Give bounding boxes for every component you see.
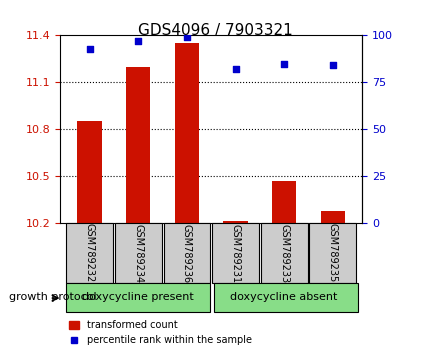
Point [231,66,238,72]
Text: growth protocol: growth protocol [9,292,96,302]
Bar [260,223,307,283]
Bar [66,223,113,283]
Point [329,63,335,68]
Bar [126,67,150,223]
Text: GSM789235: GSM789235 [327,223,337,283]
Text: GSM789232: GSM789232 [84,223,94,283]
Point [280,61,287,66]
Text: GDS4096 / 7903321: GDS4096 / 7903321 [138,23,292,38]
Point [135,38,141,44]
Bar [66,283,210,312]
Bar [309,223,355,283]
Bar [212,223,258,283]
Point [183,34,190,40]
Bar [77,121,101,223]
Bar [320,211,344,223]
Text: GSM789234: GSM789234 [133,223,143,283]
Bar [174,43,199,223]
Legend: transformed count, percentile rank within the sample: transformed count, percentile rank withi… [65,316,255,349]
Text: GSM789231: GSM789231 [230,223,240,283]
Bar [163,223,210,283]
Bar [271,181,296,223]
Text: GSM789233: GSM789233 [279,223,289,283]
Text: doxycycline absent: doxycycline absent [230,292,337,302]
Text: GSM789236: GSM789236 [181,223,191,283]
Point [86,46,93,51]
Text: doxycycline present: doxycycline present [82,292,194,302]
Bar [223,222,247,223]
Bar [114,223,161,283]
Bar [214,283,357,312]
